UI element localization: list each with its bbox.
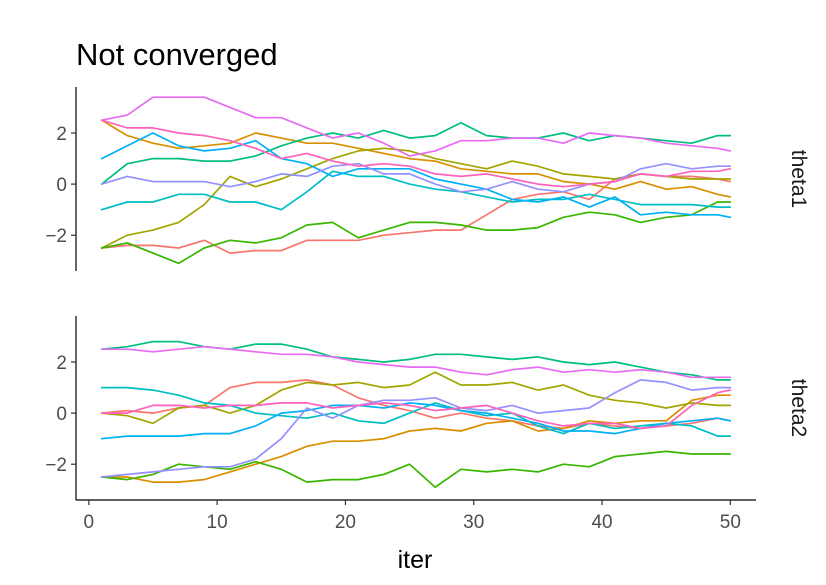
panel-theta1: −2 0 2 theta1 (45, 87, 810, 271)
x-axis: 0 10 20 30 40 50 (76, 499, 756, 533)
chain-line-4 (100, 201, 732, 265)
chain-line-9 (100, 96, 732, 157)
facet-panels: −2 0 2 theta1 −2 0 2 theta2 (45, 87, 810, 500)
y-tick-label: −2 (45, 226, 67, 247)
chain-line-10 (100, 119, 732, 188)
y-tick-label: −2 (45, 455, 67, 476)
chain-line-6 (100, 170, 732, 211)
chain-line-8 (100, 162, 732, 193)
chain-line-7 (100, 132, 732, 219)
y-tick-label: 2 (56, 124, 67, 145)
x-tick-label: 0 (84, 512, 95, 533)
chain-line-3 (100, 147, 732, 249)
x-axis-label: iter (398, 546, 433, 574)
chain-line-3 (100, 371, 732, 425)
x-tick-label: 10 (207, 512, 228, 533)
chain-line-7 (100, 402, 732, 440)
chain-line-4 (100, 450, 732, 489)
x-tick-label: 30 (463, 512, 484, 533)
facet-strip-label: theta1 (787, 150, 810, 208)
chain-line-10 (100, 389, 732, 430)
x-tick-label: 20 (335, 512, 356, 533)
chain-line-2 (100, 119, 732, 198)
facet-strip-label: theta2 (787, 379, 810, 437)
x-tick-label: 50 (720, 512, 741, 533)
chain-line-8 (100, 379, 732, 478)
chain-line-9 (100, 345, 732, 379)
panel-theta2: −2 0 2 theta2 (45, 316, 810, 500)
chain-line-2 (100, 394, 732, 483)
y-tick-label: 0 (56, 404, 67, 425)
x-tick-label: 40 (591, 512, 612, 533)
y-tick-label: 0 (56, 175, 67, 196)
chart-title: Not converged (76, 37, 278, 72)
y-tick-label: 2 (56, 353, 67, 374)
